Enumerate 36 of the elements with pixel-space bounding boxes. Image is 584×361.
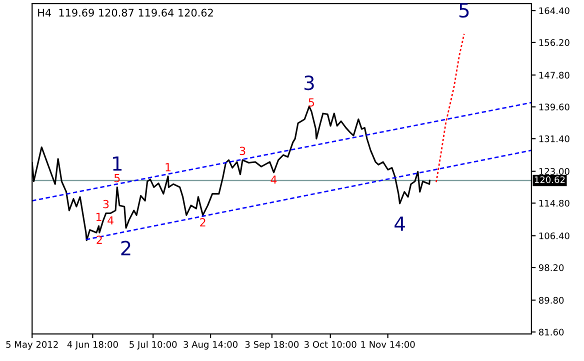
y-tick-label: 106.40	[539, 232, 570, 240]
y-tick-label: 156.20	[539, 39, 570, 46]
y-tick-label: 98.20	[538, 264, 564, 272]
y-tick-label: 123.00	[539, 168, 570, 175]
annotation: 3	[240, 146, 246, 156]
annotation: 3	[103, 200, 109, 208]
chart-title: H4 119.69 120.87 119.64 120.62	[38, 8, 213, 17]
x-tick-label: 5 May 2012	[6, 341, 58, 350]
x-tick-label: 3 Oct 10:00	[304, 341, 356, 348]
ref-line-label: 120.62	[534, 176, 565, 184]
annotation: 4	[108, 216, 114, 224]
annotation: 3	[304, 75, 314, 90]
x-tick-label: 3 Aug 14:00	[184, 341, 238, 350]
line-series	[436, 33, 465, 183]
y-tick-label: 139.60	[539, 104, 570, 110]
y-tick-label: 147.80	[539, 72, 570, 79]
y-tick-label: 89.80	[538, 296, 564, 304]
annotation: 1	[96, 212, 102, 221]
annotation: 2	[200, 218, 206, 226]
annotation: 4	[270, 176, 277, 184]
x-tick-label: 1 Nov 14:00	[361, 341, 415, 348]
annotation: 1	[113, 156, 122, 171]
annotation: 2	[121, 240, 130, 256]
x-tick-label: 4 Jun 18:00	[67, 341, 118, 350]
annotation: 4	[394, 216, 405, 231]
x-tick-label: 3 Sep 18:00	[245, 341, 299, 350]
annotation: 5	[308, 98, 314, 107]
annotation: 5	[459, 3, 469, 18]
y-tick-label: 131.40	[539, 135, 570, 142]
annotation: 2	[96, 236, 102, 244]
x-tick-label: 5 Jul 10:00	[130, 340, 177, 350]
y-tick-label: 114.80	[539, 200, 570, 207]
y-tick-label: 81.60	[538, 328, 564, 336]
y-tick-label: 164.40	[539, 7, 570, 14]
annotation: 5	[114, 174, 120, 182]
annotation: 1	[166, 163, 171, 172]
